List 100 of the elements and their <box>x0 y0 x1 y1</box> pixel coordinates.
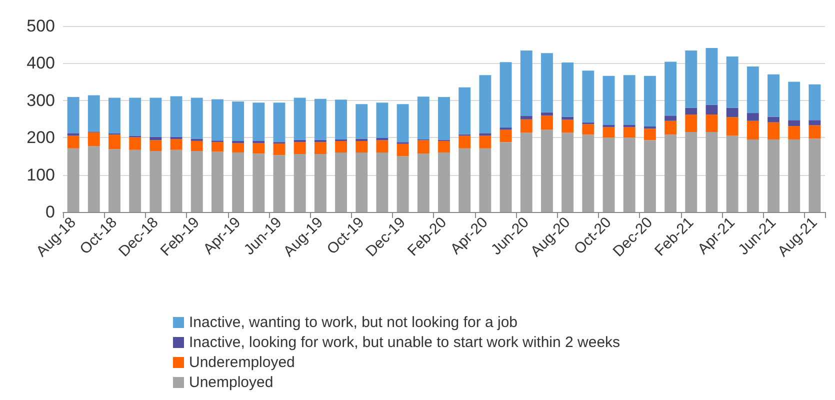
bar <box>602 127 615 138</box>
bar <box>356 152 368 212</box>
bar <box>582 124 594 135</box>
y-tick-label: 300 <box>26 90 55 110</box>
bar <box>170 96 182 137</box>
bar <box>108 134 120 150</box>
bar <box>808 138 821 212</box>
bar <box>376 152 388 212</box>
bar <box>88 95 100 132</box>
bar <box>746 113 759 121</box>
bar <box>706 48 718 105</box>
bar <box>376 138 388 140</box>
bar <box>706 132 718 212</box>
bar <box>458 148 471 212</box>
bar <box>294 140 306 142</box>
bar <box>438 152 450 212</box>
bar <box>129 137 142 150</box>
bar <box>500 130 512 142</box>
y-tick-label: 0 <box>46 202 55 222</box>
bar <box>211 99 224 141</box>
bar <box>582 70 594 122</box>
bar <box>520 116 532 120</box>
bar <box>232 102 244 141</box>
bar <box>808 84 821 120</box>
bar <box>500 142 512 212</box>
bar <box>129 150 142 212</box>
legend-label: Unemployed <box>189 374 274 391</box>
bar <box>190 98 203 139</box>
bar <box>685 108 698 115</box>
bar <box>562 132 574 212</box>
bar <box>541 116 553 130</box>
bar <box>808 120 821 126</box>
bar <box>170 150 182 212</box>
bar <box>252 102 265 141</box>
bar <box>726 136 738 212</box>
bar <box>479 133 492 136</box>
bar <box>623 124 636 128</box>
bar <box>232 152 244 212</box>
bar <box>67 148 80 212</box>
bar <box>190 150 203 212</box>
legend-label: Underemployed <box>189 354 295 371</box>
bar <box>67 133 80 136</box>
bar <box>602 76 615 125</box>
bar <box>417 96 430 140</box>
bar <box>541 130 553 212</box>
bar <box>335 140 347 152</box>
bar <box>582 134 594 212</box>
bar <box>314 142 326 154</box>
bar <box>706 114 718 132</box>
bar <box>252 154 265 212</box>
bar <box>458 87 471 134</box>
bar <box>417 140 430 154</box>
bar <box>479 148 492 212</box>
bar <box>294 142 306 154</box>
bar <box>479 136 492 148</box>
bar <box>726 117 738 136</box>
bar <box>685 132 698 212</box>
bar <box>294 154 306 212</box>
bar <box>788 126 800 140</box>
bar <box>273 102 286 142</box>
bar <box>273 144 286 156</box>
bar <box>500 62 512 128</box>
bar <box>150 136 162 140</box>
bar <box>396 104 409 142</box>
bar <box>232 140 244 144</box>
bar <box>768 122 780 140</box>
y-tick-label: 500 <box>26 16 55 36</box>
bar <box>520 132 532 212</box>
bar <box>108 98 120 134</box>
bar <box>644 140 656 212</box>
y-tick-label: 200 <box>26 128 55 148</box>
bar <box>746 66 759 114</box>
bar <box>664 120 677 135</box>
bar <box>438 97 450 140</box>
bar <box>623 127 636 138</box>
bar <box>88 146 100 212</box>
bar <box>623 75 636 125</box>
legend-label: Inactive, wanting to work, but not looking for a job <box>189 314 518 331</box>
bar <box>170 139 182 150</box>
bar <box>335 100 347 140</box>
bar <box>190 140 203 151</box>
bar <box>67 97 80 134</box>
bar <box>685 114 698 132</box>
bar <box>376 102 388 138</box>
bar <box>67 136 80 148</box>
bar <box>685 50 698 108</box>
bar <box>129 98 142 136</box>
bar <box>788 82 800 120</box>
bar <box>417 154 430 212</box>
bar <box>88 132 100 146</box>
bar <box>438 140 450 152</box>
bar <box>623 138 636 212</box>
bar <box>664 62 677 116</box>
bar <box>541 112 553 116</box>
bar <box>273 155 286 212</box>
bar <box>726 108 738 118</box>
bar <box>768 74 780 117</box>
bar <box>541 53 553 112</box>
bar <box>314 140 326 142</box>
bar <box>314 154 326 212</box>
